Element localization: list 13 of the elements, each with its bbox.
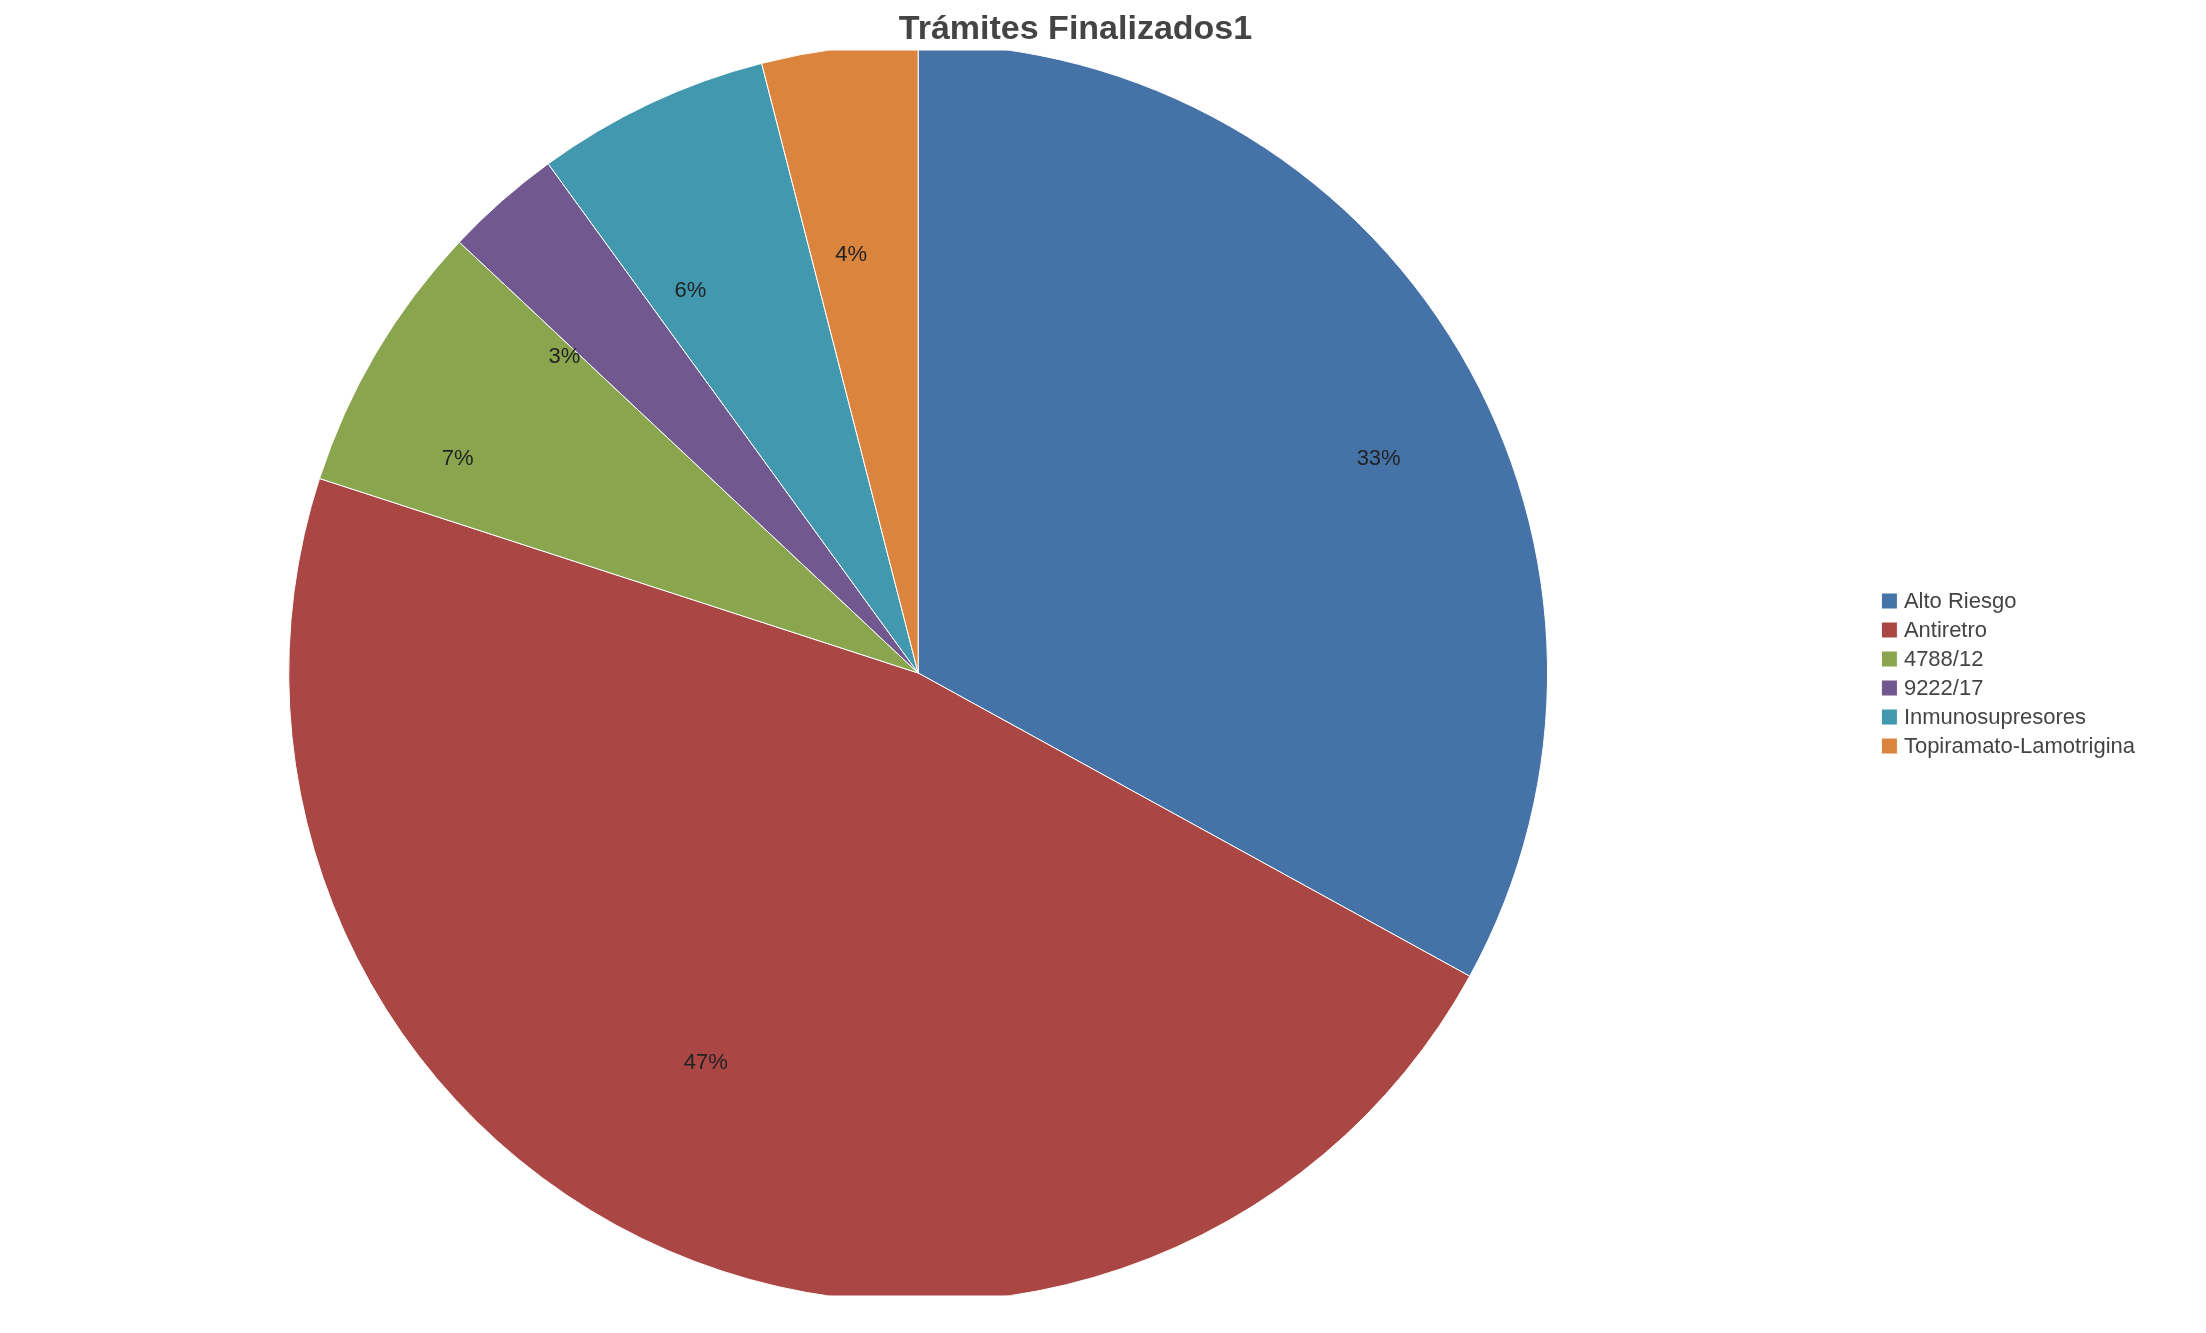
data-label: 33% [1356,445,1401,471]
data-label: 3% [548,342,581,368]
data-label: 47% [683,1048,728,1074]
data-label: 6% [674,277,707,303]
data-label: 4% [835,240,867,266]
chart-title: Trámites Finalizados1 [898,7,1253,46]
legend-label: Antiretro [1903,616,1988,642]
legend-label: Alto Riesgo [1903,587,2017,613]
legend-label: Topiramato-Lamotrigina [1903,732,2135,758]
data-label: 7% [441,445,474,471]
legend-label: 4788/12 [1903,645,1984,671]
legend-label: Inmunosupresores [1903,703,2087,729]
legend-label: 9222/17 [1903,674,1984,700]
